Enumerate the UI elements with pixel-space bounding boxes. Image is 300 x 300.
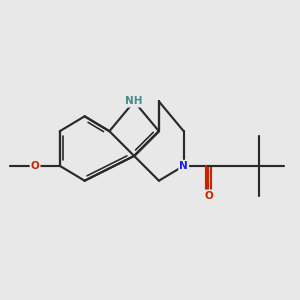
Text: NH: NH	[125, 97, 143, 106]
Text: O: O	[204, 190, 213, 201]
Text: N: N	[179, 161, 188, 171]
Text: O: O	[31, 161, 39, 171]
